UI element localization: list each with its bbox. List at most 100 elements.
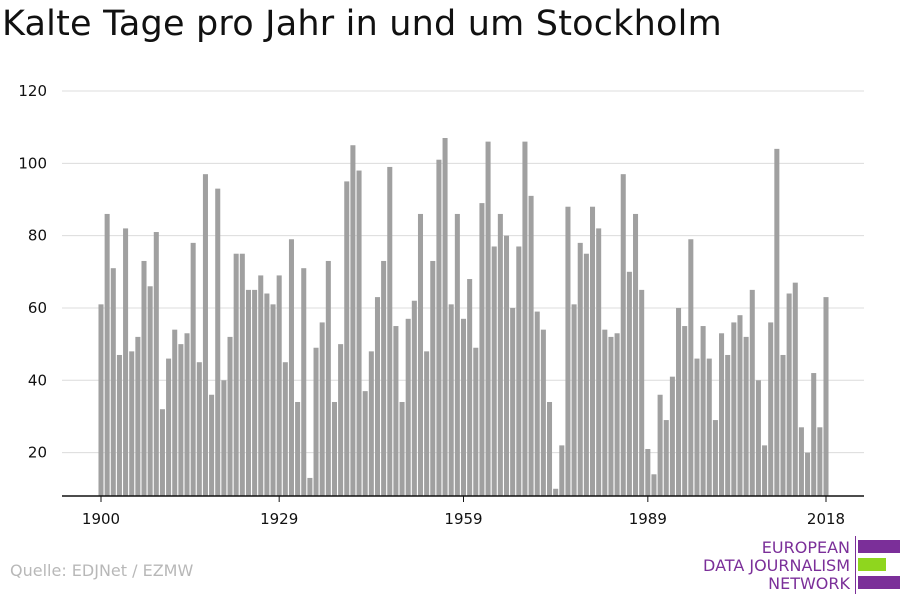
bar-1936[interactable] <box>319 322 325 496</box>
bar-1934[interactable] <box>307 477 313 496</box>
bar-1920[interactable] <box>221 380 227 496</box>
bar-1964[interactable] <box>491 246 497 496</box>
bar-1980[interactable] <box>590 206 596 496</box>
bar-1932[interactable] <box>295 401 301 496</box>
bar-1924[interactable] <box>245 289 251 496</box>
bar-1998[interactable] <box>700 326 706 496</box>
bar-2006[interactable] <box>749 289 755 496</box>
bar-2011[interactable] <box>780 354 786 496</box>
bar-2003[interactable] <box>731 322 737 496</box>
bar-1952[interactable] <box>417 213 424 497</box>
bar-1901[interactable] <box>104 213 110 497</box>
bar-1959[interactable] <box>460 318 467 496</box>
bar-2009[interactable] <box>768 322 774 496</box>
bar-2001[interactable] <box>719 333 725 496</box>
bar-1962[interactable] <box>479 203 485 497</box>
bar-1973[interactable] <box>546 401 553 496</box>
bar-2002[interactable] <box>725 354 731 496</box>
bar-1986[interactable] <box>626 271 632 496</box>
bar-1927[interactable] <box>264 293 270 497</box>
bar-1953[interactable] <box>424 351 430 496</box>
bar-1977[interactable] <box>571 304 577 496</box>
bar-1929[interactable] <box>276 275 282 496</box>
bar-1900[interactable] <box>98 304 104 496</box>
bar-1950[interactable] <box>405 318 411 496</box>
bar-1990[interactable] <box>651 474 657 496</box>
bar-1960[interactable] <box>467 279 473 496</box>
bar-1992[interactable] <box>663 420 669 496</box>
bar-1907[interactable] <box>141 260 147 496</box>
bar-1912[interactable] <box>172 329 178 496</box>
bar-1917[interactable] <box>202 174 208 496</box>
bar-1983[interactable] <box>608 336 614 496</box>
bar-1942[interactable] <box>356 170 362 496</box>
bar-1926[interactable] <box>258 275 264 496</box>
bar-1922[interactable] <box>233 253 239 496</box>
bar-1967[interactable] <box>510 307 516 496</box>
bar-1979[interactable] <box>583 253 589 496</box>
bar-1971[interactable] <box>534 311 540 496</box>
bar-1993[interactable] <box>669 376 675 496</box>
bar-1916[interactable] <box>196 362 202 496</box>
bar-1995[interactable] <box>682 326 688 496</box>
bar-1909[interactable] <box>153 232 159 496</box>
bar-2018[interactable] <box>823 297 829 496</box>
bar-1946[interactable] <box>381 260 387 496</box>
bar-1911[interactable] <box>166 358 172 496</box>
bar-1935[interactable] <box>313 347 319 496</box>
bar-1905[interactable] <box>129 351 135 496</box>
bar-1923[interactable] <box>239 253 245 496</box>
bar-1963[interactable] <box>485 141 491 496</box>
bar-2004[interactable] <box>737 315 743 496</box>
bar-1984[interactable] <box>614 333 620 496</box>
bar-1982[interactable] <box>602 329 608 496</box>
bar-1919[interactable] <box>215 188 221 497</box>
bar-1975[interactable] <box>559 445 565 496</box>
bar-1947[interactable] <box>387 166 393 496</box>
bar-1908[interactable] <box>147 286 153 496</box>
bar-2016[interactable] <box>811 373 817 496</box>
bar-2007[interactable] <box>755 380 761 496</box>
bar-2008[interactable] <box>762 445 768 496</box>
bar-1930[interactable] <box>282 362 288 496</box>
bar-1906[interactable] <box>135 336 141 496</box>
bar-1903[interactable] <box>116 354 122 496</box>
bar-1937[interactable] <box>325 260 331 496</box>
bar-1939[interactable] <box>338 344 344 496</box>
bar-1940[interactable] <box>344 181 350 496</box>
bar-1961[interactable] <box>473 347 479 496</box>
bar-1965[interactable] <box>497 213 503 497</box>
bar-1914[interactable] <box>184 333 190 496</box>
bar-2015[interactable] <box>805 452 811 496</box>
bar-1954[interactable] <box>430 260 436 496</box>
bar-1941[interactable] <box>350 145 356 496</box>
bar-1915[interactable] <box>190 242 196 496</box>
bar-1989[interactable] <box>645 448 651 496</box>
bar-2014[interactable] <box>798 427 804 496</box>
bar-1997[interactable] <box>694 358 700 496</box>
bar-1949[interactable] <box>399 401 405 496</box>
bar-1985[interactable] <box>620 174 626 496</box>
bar-1938[interactable] <box>331 401 337 496</box>
bar-1996[interactable] <box>688 239 694 497</box>
bar-1904[interactable] <box>123 228 129 497</box>
bar-1931[interactable] <box>288 239 294 497</box>
bar-1974[interactable] <box>553 488 559 496</box>
bar-1999[interactable] <box>706 358 712 496</box>
bar-1945[interactable] <box>374 297 381 496</box>
bar-2010[interactable] <box>774 148 780 496</box>
bar-2013[interactable] <box>792 282 798 496</box>
bar-1956[interactable] <box>442 138 448 497</box>
bar-1928[interactable] <box>270 304 276 496</box>
bar-2012[interactable] <box>786 293 792 497</box>
bar-1944[interactable] <box>368 351 374 496</box>
bar-2000[interactable] <box>712 420 718 496</box>
bar-1976[interactable] <box>565 206 571 496</box>
bar-1913[interactable] <box>178 344 184 496</box>
bar-1925[interactable] <box>252 289 258 496</box>
bar-1958[interactable] <box>454 213 460 497</box>
bar-1910[interactable] <box>159 409 165 496</box>
bar-1987[interactable] <box>633 213 639 497</box>
bar-2005[interactable] <box>743 336 749 496</box>
bar-1968[interactable] <box>516 246 522 496</box>
